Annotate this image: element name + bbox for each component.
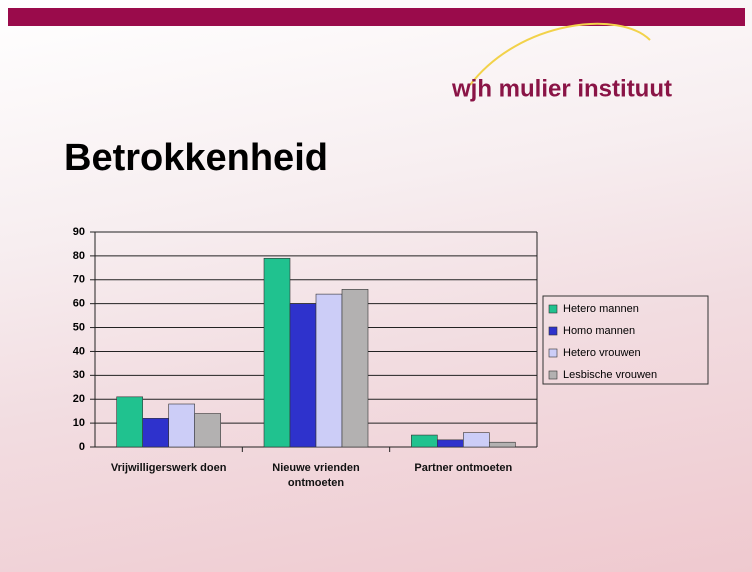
legend-label: Lesbische vrouwen <box>563 369 657 381</box>
legend-label: Hetero vrouwen <box>563 347 641 359</box>
y-tick-label: 50 <box>73 321 85 333</box>
bar <box>341 289 369 448</box>
y-tick-label: 90 <box>73 226 85 238</box>
bar <box>194 413 221 448</box>
x-tick-label: Nieuwe vrienden ontmoeten <box>272 462 360 489</box>
bar <box>116 396 143 448</box>
bar <box>489 441 516 448</box>
bar <box>168 403 195 448</box>
legend-box <box>542 295 709 385</box>
legend-swatch <box>548 348 558 358</box>
y-tick-label: 10 <box>73 417 85 429</box>
y-tick-label: 60 <box>73 298 85 310</box>
x-tick-label: Partner ontmoeten <box>414 462 513 474</box>
bar <box>437 439 464 448</box>
y-tick-label: 70 <box>73 274 85 286</box>
legend-label: Hetero mannen <box>563 303 639 315</box>
bar <box>315 293 343 448</box>
top-bar <box>8 8 745 26</box>
legend-swatch <box>548 370 558 380</box>
bar <box>142 418 169 448</box>
bar <box>411 434 438 448</box>
logo-swoosh <box>469 22 651 86</box>
y-tick-label: 80 <box>73 250 85 262</box>
legend-label: Homo mannen <box>563 325 635 337</box>
y-tick-label: 40 <box>73 345 85 357</box>
bar <box>289 303 317 448</box>
x-tick-label: Vrijwilligerswerk doen <box>110 462 227 474</box>
legend-swatch <box>548 326 558 336</box>
y-tick-label: 20 <box>73 393 85 405</box>
bar <box>463 432 490 448</box>
logo: wjh mulier instituut <box>451 75 672 102</box>
bar <box>263 257 291 448</box>
y-tick-label: 30 <box>73 369 85 381</box>
chart-title: Betrokkenheid <box>64 137 328 179</box>
y-tick-label: 0 <box>79 441 85 453</box>
legend-swatch <box>548 304 558 314</box>
